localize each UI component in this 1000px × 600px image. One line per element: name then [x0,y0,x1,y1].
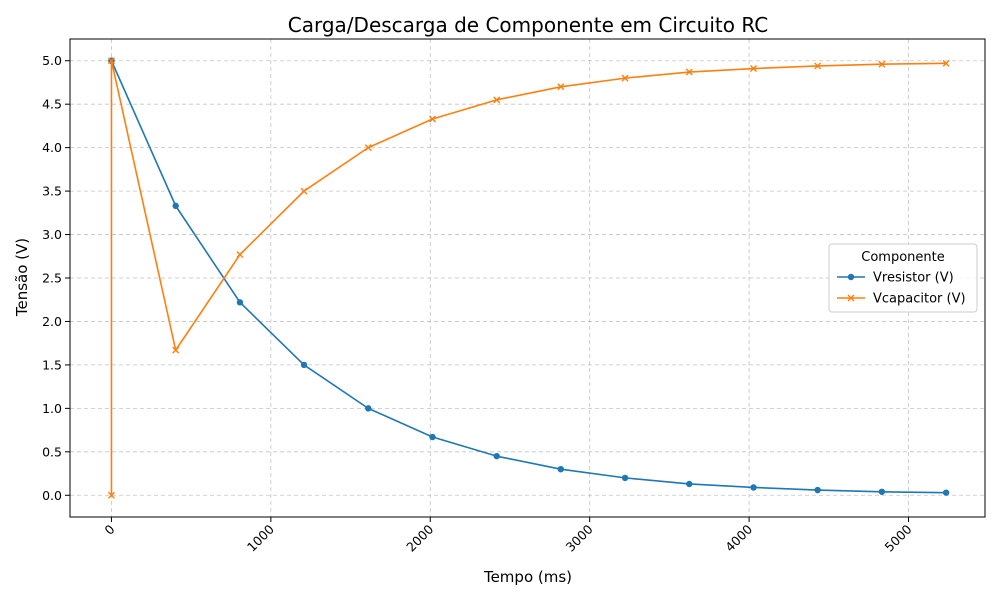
data-point [685,68,693,76]
legend-label: Vresistor (V) [873,271,954,286]
data-point [429,433,436,441]
data-point [493,96,501,104]
chart-title: Carga/Descarga de Componente em Circuito… [288,13,768,37]
data-point [942,489,950,496]
x-axis-label: Tempo (ms) [483,568,572,586]
data-point [942,59,950,67]
y-tick-label: 1.0 [42,401,62,416]
grid [70,39,985,517]
data-point [878,60,886,68]
x-tick-label: 5000 [882,521,915,554]
data-point [878,488,886,495]
data-point [107,57,115,65]
data-point [172,346,180,354]
legend-title: Componente [861,250,944,265]
data-point [814,486,821,494]
y-tick-label: 3.5 [42,184,62,199]
data-point [493,452,500,460]
y-tick-label: 1.5 [42,357,62,372]
axis-ticks: 0 1000 2000 3000 4000 5000 0.0 0.5 1.0 1.5 2.0 2.5 3… [42,53,915,554]
legend-marker [847,273,855,281]
y-tick-label: 2.5 [42,271,62,286]
x-tick-label: 3000 [563,521,596,554]
data-point [750,65,758,73]
y-tick-label: 2.0 [42,314,62,329]
data-point [300,187,308,195]
legend-marker [847,294,855,302]
x-tick-label: 2000 [403,521,436,554]
data-point [365,405,372,412]
data-point [236,251,244,259]
x-tick-label: 1000 [244,521,277,554]
data-point [107,491,115,499]
data-point [428,115,436,123]
data-point [686,480,693,488]
data-point [557,466,565,473]
y-axis-label: Tensão (V) [13,238,31,317]
data-point [750,484,757,491]
y-tick-label: 0.0 [42,488,62,503]
data-point [814,62,822,70]
y-tick-label: 5.0 [42,53,62,68]
y-tick-label: 0.5 [42,444,62,459]
series-line-1 [110,60,947,494]
data-point [172,202,179,210]
x-tick-label: 0 [101,521,117,537]
legend-box [828,243,978,313]
data-point [621,74,629,82]
data-point [236,299,244,306]
data-point [557,83,565,91]
data-point [300,361,308,369]
series-layer [107,57,950,499]
legend-label: Vcapacitor (V) [873,292,966,307]
y-tick-label: 4.0 [42,140,62,155]
x-tick-label: 4000 [722,521,755,554]
data-point [621,474,629,482]
legend: Componente Vresistor (V) Vcapacitor (V) [828,243,978,313]
y-tick-label: 4.5 [42,97,62,112]
data-point [364,144,372,152]
y-tick-label: 3.0 [42,227,62,242]
